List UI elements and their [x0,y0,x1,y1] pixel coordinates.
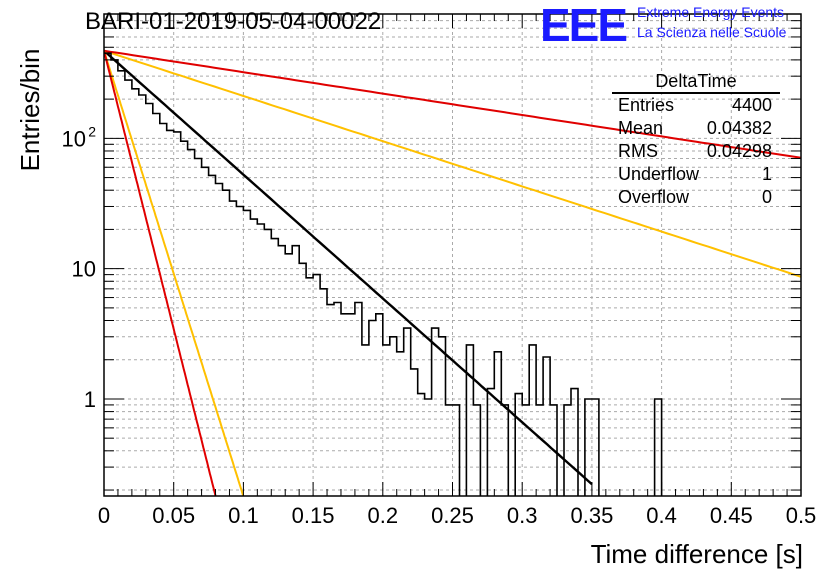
stats-name: DeltaTime [612,70,780,94]
x-tick-label: 0.15 [292,503,335,528]
stats-row-rms: RMS 0.04298 [612,140,780,163]
x-axis-label: Time difference [s] [590,539,803,569]
stats-value: 4400 [731,95,772,115]
x-tick-label: 0.2 [368,503,399,528]
y-axis-label: Entries/bin [15,48,45,172]
x-tick-label: 0.1 [228,503,259,528]
stats-row-mean: Mean 0.04382 [612,117,780,140]
stats-box: DeltaTime Entries 4400 Mean 0.04382 RMS 0.0… [612,70,780,209]
stats-label: Entries [618,95,675,115]
stats-label: Overflow [618,187,690,207]
stats-value: 0.04382 [706,118,772,138]
stats-label: Underflow [618,164,700,184]
stats-value: 0 [761,187,772,207]
logo-line-1: Extreme Energy Events [637,4,785,20]
x-tick-label: 0.4 [646,503,677,528]
fit-curve-3 [104,50,245,496]
histogram-outline [104,52,663,496]
x-tick-label: 0.25 [431,503,474,528]
fit-curves [104,49,801,496]
x-tick-label: 0 [98,503,110,528]
x-tick-label: 0.45 [710,503,753,528]
stats-row-underflow: Underflow 1 [612,163,780,186]
y-tick-label: 10 [62,126,86,151]
stats-value: 1 [761,164,772,184]
x-tick-label: 0.3 [507,503,538,528]
logo-line-2: La Scienza nelle Scuole [637,24,787,40]
stats-row-overflow: Overflow 0 [612,186,780,209]
y-tick-exponent: 2 [88,123,96,139]
tick-labels: 0 0.05 0.1 0.15 0.2 0.25 0.3 0.35 0.4 0.45 0.51101… [62,123,817,528]
fit-curve-1 [104,49,801,278]
eee-logo: EEE [540,0,628,51]
stats-label: RMS [618,141,658,161]
stats-row-entries: Entries 4400 [612,94,780,117]
y-tick-label: 10 [72,257,96,282]
chart-title: BARI-01-2019-05-04-00022 [85,8,382,35]
fit-curve-0 [104,49,593,486]
x-tick-label: 0.05 [152,503,195,528]
x-tick-label: 0.5 [786,503,817,528]
stats-label: Mean [618,118,664,138]
fit-curve-4 [104,50,217,496]
histogram-bars [104,52,663,496]
stats-value: 0.04298 [706,141,772,161]
fit-curve-2 [104,49,801,159]
y-tick-label: 1 [84,387,96,412]
x-tick-label: 0.35 [570,503,613,528]
axis-ticks [103,13,802,496]
